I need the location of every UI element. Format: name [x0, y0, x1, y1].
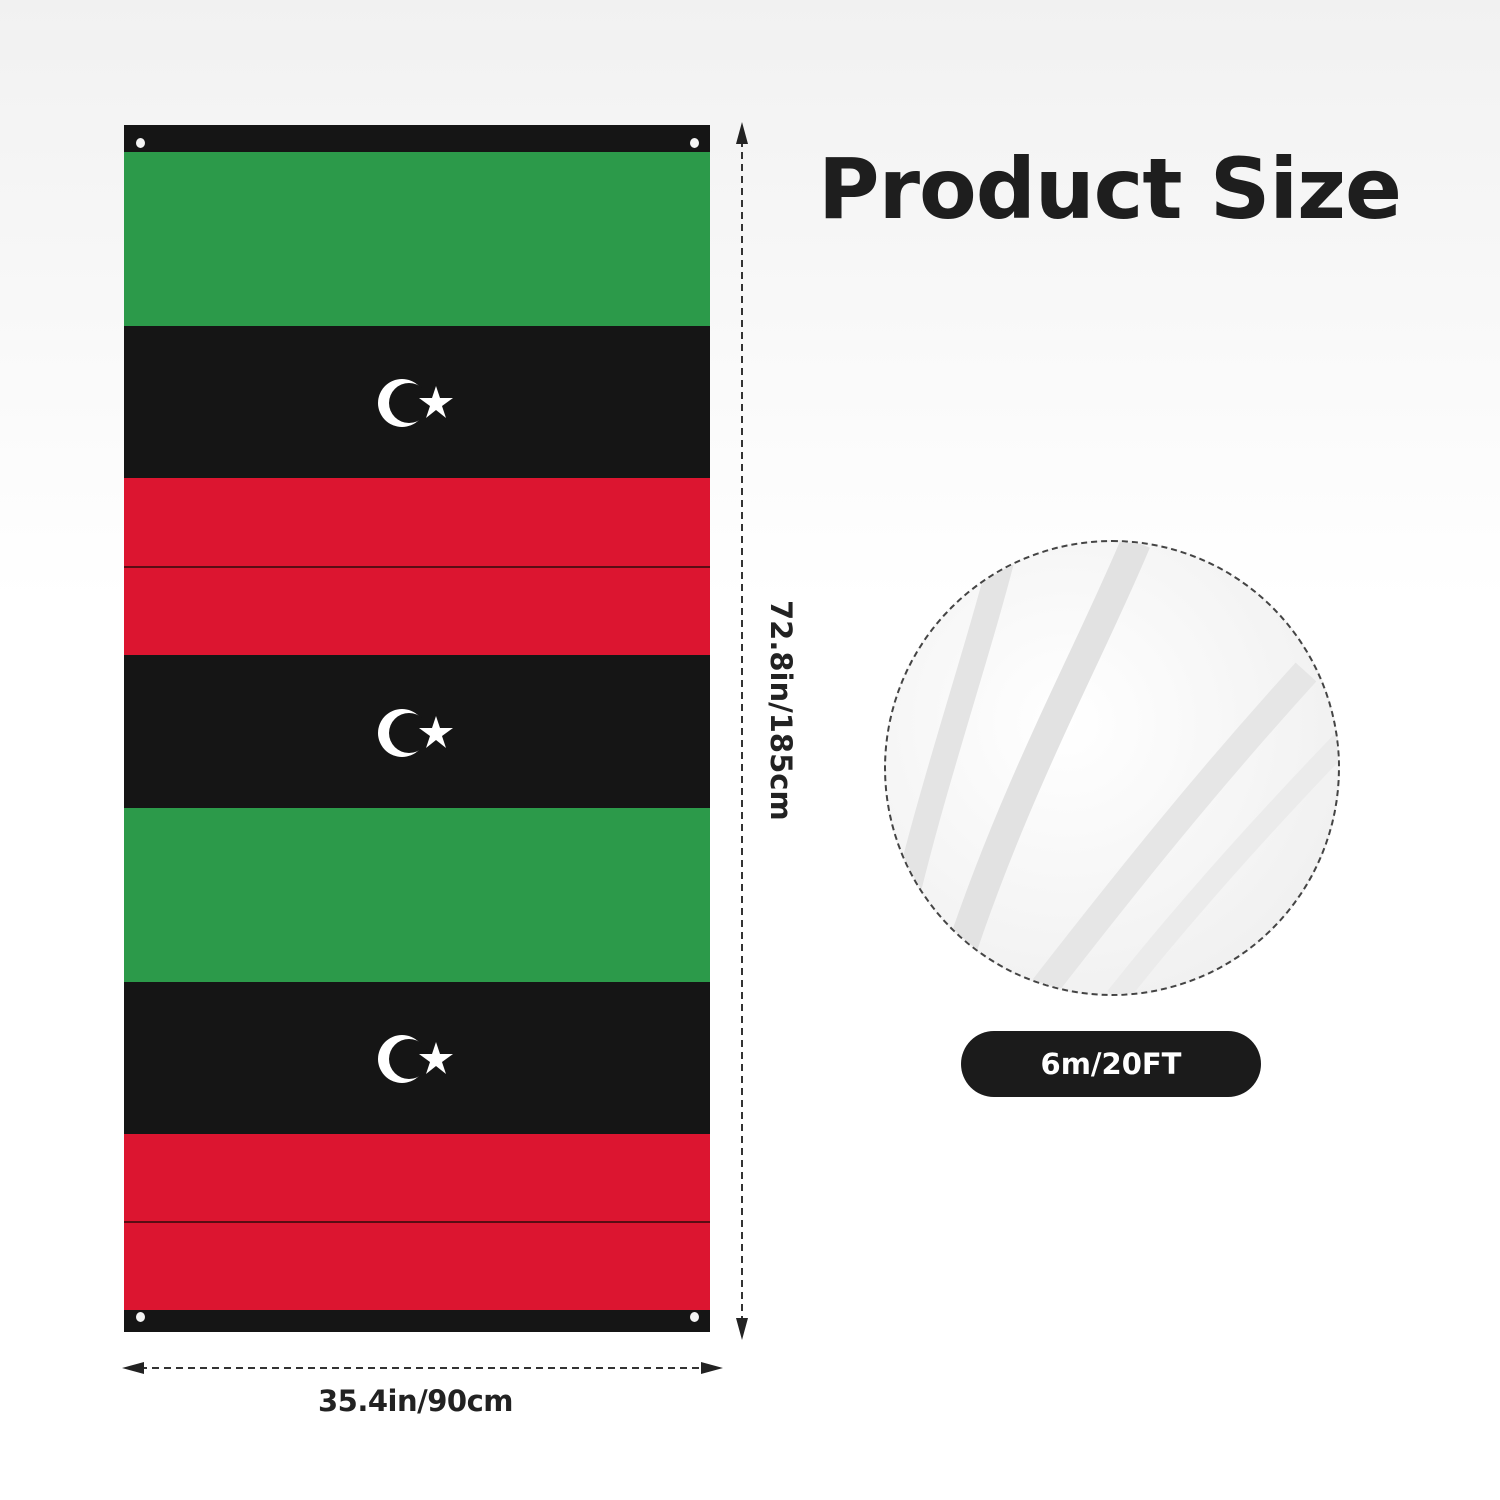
seam: [124, 566, 710, 568]
width-label: 35.4in/90cm: [318, 1384, 514, 1418]
height-arrow: [736, 122, 748, 1340]
crescent-star-icon: [378, 379, 453, 427]
rope-closeup: [886, 542, 1338, 994]
page-title: Product Size: [818, 140, 1402, 238]
grommet: [690, 138, 699, 148]
rope-length-badge: 6m/20FT: [961, 1031, 1261, 1097]
grommet: [136, 138, 145, 148]
height-label: 72.8in/185cm: [764, 600, 798, 821]
grommet: [690, 1312, 699, 1322]
seam: [124, 1221, 710, 1223]
crescent-star-icon: [378, 709, 453, 757]
green-stripe: [124, 152, 710, 326]
flag-banner: [124, 125, 710, 1332]
crescent-star-icon: [378, 1035, 453, 1083]
rope-detail-image: [884, 540, 1340, 996]
grommet: [136, 1312, 145, 1322]
width-arrow: [122, 1362, 723, 1374]
green-stripe: [124, 808, 710, 982]
